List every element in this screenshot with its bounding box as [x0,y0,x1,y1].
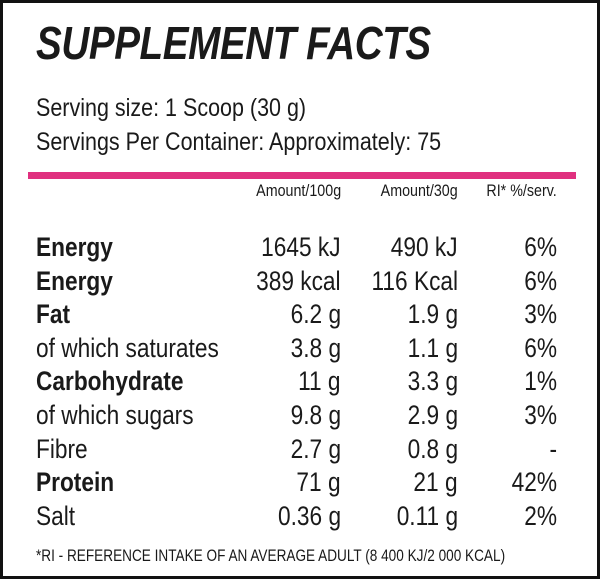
amount-per-100g: 71 g [296,467,341,498]
serving-size: Serving size: 1 Scoop (30 g) [36,94,307,122]
column-header-ri: RI* %/serv. [486,181,557,200]
nutrient-label: Protein [36,467,115,498]
amount-per-30g: 0.11 g [396,500,458,531]
ri-percent: 3% [524,400,557,430]
servings-per-container: Servings Per Container: Approximately: 7… [36,128,442,156]
amount-per-30g: 21 g [413,467,458,498]
amount-per-30g: 490 kJ [391,232,458,262]
nutrient-label: Fat [36,299,71,330]
amount-per-30g: 1.1 g [407,332,458,363]
amount-per-100g: 389 kcal [256,265,341,296]
amount-per-30g: 1.9 g [407,299,458,330]
amount-per-30g: 2.9 g [407,400,458,430]
amount-per-100g: 6.2 g [290,299,341,330]
table-row: Fat 6.2 g 1.9 g 3% [0,299,600,333]
label-title: SUPPLEMENT FACTS [36,17,431,69]
table-row: Protein 71 g 21 g 42% [0,467,600,501]
nutrient-label: Energy [36,265,113,296]
table-row: Salt 0.36 g 0.11 g 2% [0,501,600,535]
nutrient-label: of which sugars [36,400,194,430]
amount-per-100g: 0.36 g [277,500,341,531]
column-header-per-100g: Amount/100g [256,181,341,200]
table-row: Energy 389 kcal 116 Kcal 6% [0,266,600,300]
amount-per-30g: 0.8 g [407,433,458,464]
ri-percent: 2% [524,500,557,531]
column-header-per-30g: Amount/30g [380,181,458,200]
nutrient-label: Carbohydrate [36,366,184,397]
nutrient-label: Fibre [36,433,88,464]
amount-per-100g: 11 g [298,366,341,397]
table-row: Fibre 2.7 g 0.8 g - [0,434,600,468]
amount-per-100g: 2.7 g [290,433,341,464]
amount-per-100g: 9.8 g [290,400,341,430]
ri-percent: 6% [524,232,557,262]
table-row: Carbohydrate 11 g 3.3 g 1% [0,366,600,400]
table-row: Energy 1645 kJ 490 kJ 6% [0,232,600,266]
amount-per-100g: 3.8 g [290,332,341,363]
ri-percent: 6% [524,332,557,363]
table-row: of which saturates 3.8 g 1.1 g 6% [0,333,600,367]
accent-divider [28,172,576,179]
nutrient-label: Energy [36,232,113,262]
ri-percent: 6% [524,265,557,296]
ri-percent: 1% [524,366,557,397]
amount-per-30g: 116 Kcal [371,265,458,296]
nutrient-label: Salt [36,500,76,531]
footnote: *RI - REFERENCE INTAKE OF AN AVERAGE ADU… [36,546,506,565]
ri-percent: - [549,433,557,464]
table-row: of which sugars 9.8 g 2.9 g 3% [0,400,600,434]
amount-per-30g: 3.3 g [407,366,458,397]
ri-percent: 42% [511,467,557,498]
ri-percent: 3% [524,299,557,330]
amount-per-100g: 1645 kJ [261,232,341,262]
nutrient-label: of which saturates [36,332,219,363]
